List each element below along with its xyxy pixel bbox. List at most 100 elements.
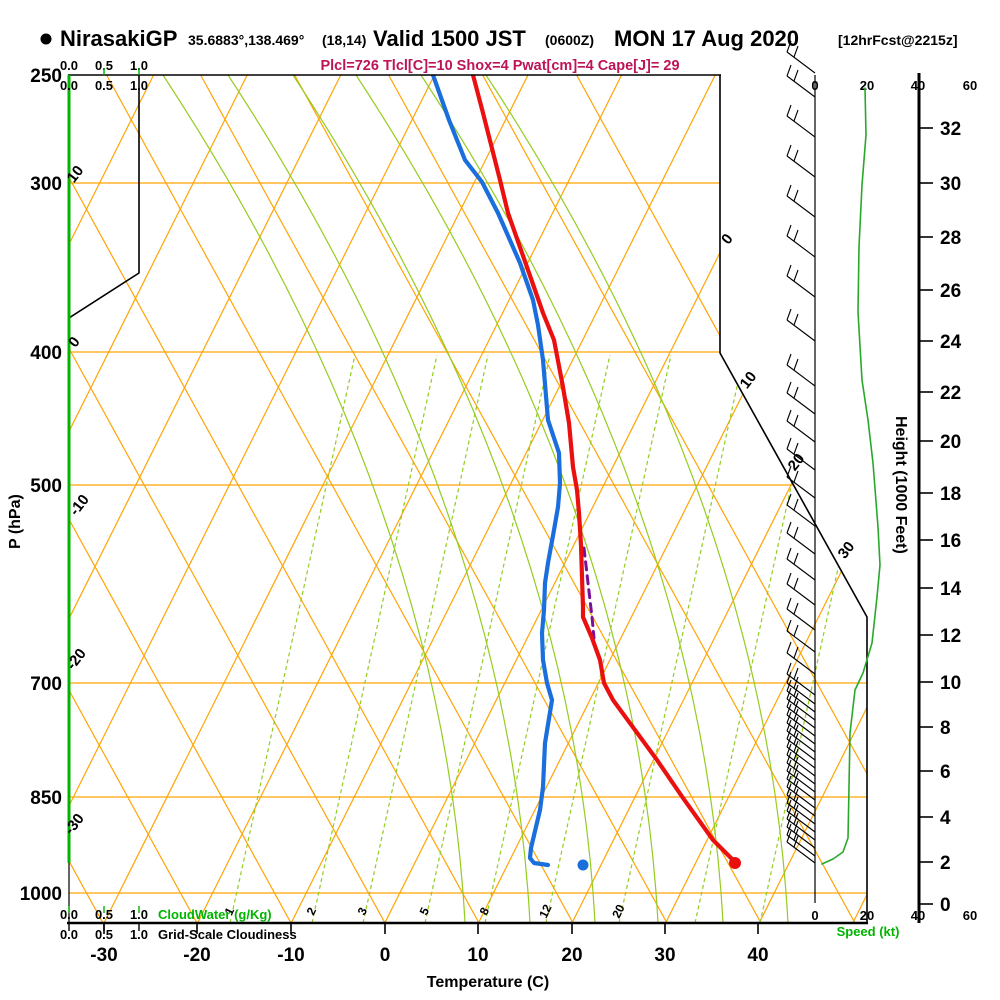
wind-barb-shaft xyxy=(786,448,816,471)
speed-tick-label-top: 20 xyxy=(860,78,874,93)
wind-barb-feather xyxy=(793,796,799,809)
wind-barb-feather xyxy=(793,667,799,680)
wind-barb-feather xyxy=(786,184,792,197)
pressure-tick-label: 850 xyxy=(30,788,62,809)
height-tick-label: 12 xyxy=(940,626,961,647)
wind-barb xyxy=(786,727,816,761)
wind-barb-feather xyxy=(786,264,792,277)
wind-barb-feather xyxy=(793,788,799,801)
valid-time: Valid 1500 JST xyxy=(373,26,526,51)
wind-barb xyxy=(786,353,816,387)
cloudiness-scale-tick-top: 0.0 xyxy=(60,78,78,93)
wind-barb-feather xyxy=(793,229,799,242)
isotherm-line xyxy=(197,75,623,923)
wind-barb xyxy=(786,308,816,342)
pressure-tick-label: 1000 xyxy=(20,884,62,905)
moist-adiabat-line xyxy=(355,75,659,923)
isotherm-line xyxy=(665,75,867,923)
mixing-ratio-line xyxy=(618,354,745,923)
mixing-ratio-label: 5 xyxy=(417,905,433,917)
wind-barb-shaft xyxy=(786,746,816,769)
wind-barb-shaft xyxy=(786,532,816,555)
wind-barb xyxy=(786,437,816,471)
wind-barb xyxy=(786,695,816,729)
wind-barb-feather xyxy=(786,687,792,700)
wind-barb xyxy=(786,409,816,443)
pressure-tick-label: 500 xyxy=(30,476,62,497)
background-grid xyxy=(69,75,867,923)
speed-axis-label: Speed (kt) xyxy=(837,924,900,939)
wind-barb-feather xyxy=(793,45,799,58)
mixing-ratio-line xyxy=(424,354,551,923)
moist-adiabat-line xyxy=(162,75,466,923)
wind-barb-shaft xyxy=(786,738,816,761)
speed-tick-label-bottom: 40 xyxy=(911,908,925,923)
wind-barb-shaft xyxy=(786,195,816,218)
wind-barb-feather xyxy=(786,815,792,828)
temp-tick-label: -20 xyxy=(183,945,210,966)
mixing-ratio-line xyxy=(484,354,611,923)
mixing-ratio-label: 12 xyxy=(536,902,555,920)
station-gridpoint: (18,14) xyxy=(322,32,366,48)
wind-barb-feather xyxy=(793,69,799,82)
wind-barb xyxy=(786,775,816,809)
wind-barb-feather xyxy=(793,358,799,371)
height-tick-label: 24 xyxy=(940,332,962,353)
wind-barb-feather xyxy=(786,64,792,77)
isotherm-line xyxy=(852,75,867,923)
isotherm-line xyxy=(290,75,716,923)
wind-barb-feather xyxy=(786,783,792,796)
wind-barb-shaft xyxy=(786,673,816,696)
temp-tick-label: -30 xyxy=(90,945,117,966)
height-tick-label: 28 xyxy=(940,228,961,249)
moist-adiabat-line xyxy=(485,75,789,923)
wind-barb-feather xyxy=(786,662,792,675)
wind-barb-feather xyxy=(786,597,792,610)
wind-barb-feather xyxy=(793,646,799,659)
wind-panel: 0246810121416182022242628303200202040406… xyxy=(786,40,977,923)
temperature-curve xyxy=(470,75,736,863)
wind-barb-shaft xyxy=(786,834,816,857)
wind-barb-feather xyxy=(793,764,799,777)
dewpoint-curve xyxy=(430,75,563,868)
wind-barb-feather xyxy=(793,552,799,565)
wind-barb xyxy=(786,751,816,785)
wind-barb-feather xyxy=(793,748,799,761)
wind-barb-feather xyxy=(793,700,799,713)
wind-barb-shaft xyxy=(786,682,816,705)
wind-barb xyxy=(786,662,816,696)
height-axis-label: Height (1000 Feet) xyxy=(892,416,909,554)
height-tick-label: 32 xyxy=(940,119,961,140)
wind-barb xyxy=(786,264,816,298)
isotherm-label-left: -20 xyxy=(63,645,90,673)
wind-barb-feather xyxy=(786,308,792,321)
wind-barb-feather xyxy=(793,269,799,282)
cloudwater-scale-tick-top: 0.5 xyxy=(95,58,113,73)
wind-barb-feather xyxy=(786,823,792,836)
mixing-ratio-line xyxy=(545,354,672,923)
wind-barb-feather xyxy=(793,386,799,399)
mixing-ratio-line xyxy=(362,354,489,923)
wind-barb-feather xyxy=(793,740,799,753)
wind-barb-shaft xyxy=(786,75,816,98)
wind-barb xyxy=(786,815,816,849)
wind-barb-feather xyxy=(793,526,799,539)
pressure-tick-label: 250 xyxy=(30,66,62,87)
isotherm-line xyxy=(69,75,155,923)
wind-barb-feather xyxy=(786,104,792,117)
isotherm-line xyxy=(103,75,529,923)
mixing-ratio-label: 3 xyxy=(355,905,371,917)
wind-barb-feather xyxy=(793,624,799,637)
wind-barb-shaft xyxy=(786,476,816,499)
moist-adiabat-line xyxy=(227,75,531,923)
wind-barb-shaft xyxy=(786,275,816,298)
wind-barb-shaft xyxy=(786,730,816,753)
wind-barb xyxy=(786,799,816,833)
wind-speed-curve xyxy=(821,87,881,865)
wind-barb-feather xyxy=(786,807,792,820)
wind-barb-feather xyxy=(786,679,792,692)
temp-tick-label: 40 xyxy=(747,945,768,966)
wind-barb-feather xyxy=(793,716,799,729)
wind-barb-feather xyxy=(793,820,799,833)
